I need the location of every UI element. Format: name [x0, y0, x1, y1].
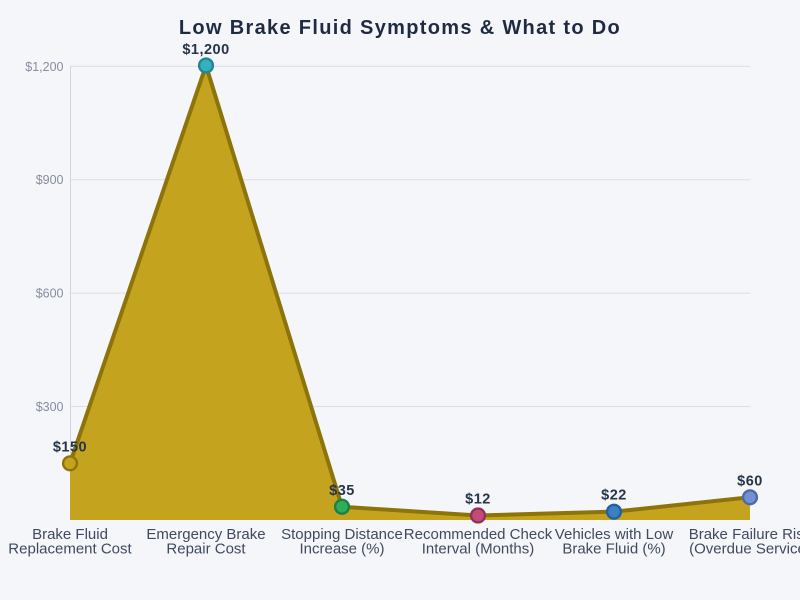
svg-text:$22: $22 — [601, 488, 627, 504]
svg-text:$600: $600 — [36, 287, 64, 301]
svg-text:$1,200: $1,200 — [182, 42, 229, 58]
svg-text:Brake Failure Risk(Overdue Ser: Brake Failure Risk (Overdue Service) — [689, 526, 800, 558]
svg-text:$300: $300 — [36, 400, 64, 414]
svg-text:$60: $60 — [737, 473, 763, 489]
svg-text:$35: $35 — [329, 483, 355, 499]
svg-text:Low Brake Fluid Symptoms & Wha: Low Brake Fluid Symptoms & What to Do — [179, 17, 621, 39]
svg-text:$1,200: $1,200 — [25, 60, 63, 74]
svg-text:$12: $12 — [465, 492, 491, 508]
svg-text:$150: $150 — [53, 439, 87, 455]
svg-text:$900: $900 — [36, 173, 64, 187]
